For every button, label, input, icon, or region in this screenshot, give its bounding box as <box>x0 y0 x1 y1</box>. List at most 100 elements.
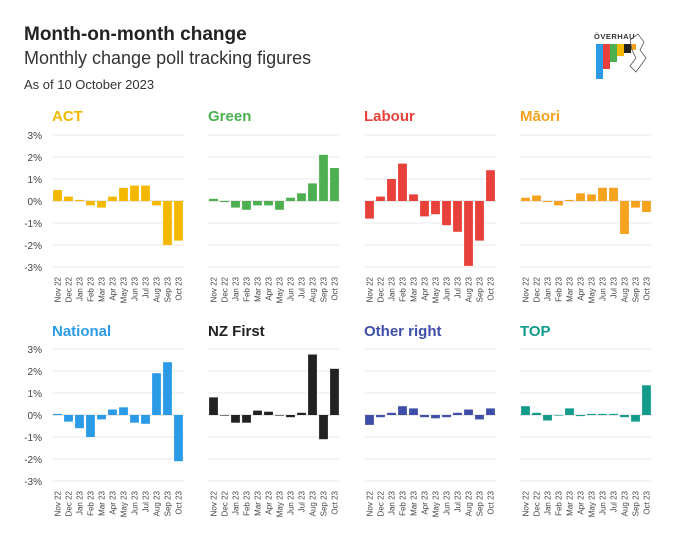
bar-act <box>130 185 139 201</box>
x-tick-label: Dec 22 <box>533 490 542 516</box>
bar-national <box>53 413 62 415</box>
x-tick-label: Feb 23 <box>399 276 408 301</box>
bar-act <box>119 187 128 201</box>
panel-title-labour: Labour <box>364 108 415 125</box>
bar-top <box>554 415 563 416</box>
bar-top <box>565 408 574 415</box>
bar-m-ori <box>620 201 629 234</box>
x-tick-label: Jun 23 <box>131 276 140 301</box>
x-tick-label: Nov 22 <box>210 490 219 516</box>
bar-green <box>286 197 295 201</box>
x-tick-label: Feb 23 <box>87 276 96 301</box>
x-tick-label: May 23 <box>588 490 597 517</box>
x-tick-label: Jul 23 <box>142 490 151 512</box>
bar-other-right <box>453 412 462 415</box>
bar-labour <box>420 201 429 217</box>
bar-national <box>130 415 139 423</box>
x-tick-label: Nov 22 <box>54 490 63 516</box>
as-of-date: As of 10 October 2023 <box>24 77 155 92</box>
x-tick-label: Jun 23 <box>287 276 296 301</box>
bar-green <box>264 201 273 206</box>
x-tick-label: Dec 22 <box>377 490 386 516</box>
y-tick-label: 1% <box>28 175 43 186</box>
x-tick-label: Aug 23 <box>621 490 630 516</box>
x-tick-label: Oct 23 <box>643 490 652 514</box>
bar-other-right <box>475 415 484 420</box>
x-tick-label: Mar 23 <box>254 490 263 515</box>
x-tick-label: Jan 23 <box>232 276 241 301</box>
bar-m-ori <box>609 187 618 201</box>
y-tick-label: 3% <box>28 345 43 356</box>
bar-national <box>174 415 183 462</box>
x-tick-label: Jul 23 <box>454 490 463 512</box>
x-tick-label: Jun 23 <box>287 490 296 515</box>
x-tick-label: May 23 <box>120 276 129 303</box>
x-tick-label: Oct 23 <box>175 276 184 300</box>
bar-green <box>308 183 317 201</box>
panel-title-national: National <box>52 323 111 340</box>
bar-other-right <box>420 415 429 418</box>
x-tick-label: Aug 23 <box>621 276 630 302</box>
bar-labour <box>442 201 451 226</box>
x-tick-label: Aug 23 <box>153 276 162 302</box>
x-tick-label: Dec 22 <box>221 490 230 516</box>
bar-nz-first <box>286 415 295 418</box>
x-tick-label: Jun 23 <box>599 490 608 515</box>
bar-top <box>543 415 552 421</box>
x-tick-label: Feb 23 <box>399 490 408 515</box>
x-tick-label: Mar 23 <box>254 276 263 301</box>
x-tick-label: Feb 23 <box>555 276 564 301</box>
x-tick-label: Sep 23 <box>164 276 173 302</box>
bar-m-ori <box>521 197 530 201</box>
x-tick-label: May 23 <box>432 276 441 303</box>
x-tick-label: Dec 22 <box>65 490 74 516</box>
y-tick-label: 2% <box>28 153 43 164</box>
x-tick-label: Jun 23 <box>131 490 140 515</box>
bar-other-right <box>409 408 418 415</box>
bar-m-ori <box>598 187 607 201</box>
logo-bar-green <box>610 44 617 62</box>
bar-top <box>587 413 596 415</box>
x-tick-label: Sep 23 <box>476 490 485 516</box>
bar-national <box>64 415 73 422</box>
x-tick-label: Jun 23 <box>443 276 452 301</box>
x-tick-label: Jun 23 <box>443 490 452 515</box>
bar-labour <box>486 170 495 201</box>
bar-act <box>75 199 84 201</box>
x-tick-label: Oct 23 <box>643 276 652 300</box>
bar-other-right <box>486 408 495 415</box>
x-tick-label: Feb 23 <box>243 276 252 301</box>
x-tick-label: Aug 23 <box>465 490 474 516</box>
page-subtitle: Monthly change poll tracking figures <box>24 48 312 68</box>
y-tick-label: 0% <box>28 197 43 208</box>
bar-top <box>620 415 629 418</box>
x-tick-label: Jul 23 <box>610 276 619 298</box>
x-tick-label: Mar 23 <box>566 276 575 301</box>
x-tick-label: Sep 23 <box>320 276 329 302</box>
logo-bar-black <box>624 44 631 53</box>
x-tick-label: Jan 23 <box>76 276 85 301</box>
bar-green <box>330 168 339 201</box>
bar-green <box>319 154 328 201</box>
x-tick-label: Sep 23 <box>320 490 329 516</box>
x-tick-label: Aug 23 <box>309 276 318 302</box>
x-tick-label: Apr 23 <box>265 276 274 300</box>
bar-nz-first <box>319 415 328 440</box>
x-tick-label: Nov 22 <box>366 276 375 302</box>
panel-title-top: TOP <box>520 323 551 340</box>
bar-other-right <box>442 415 451 418</box>
x-tick-label: Sep 23 <box>476 276 485 302</box>
x-tick-label: Sep 23 <box>632 276 641 302</box>
bar-green <box>209 198 218 201</box>
bar-top <box>521 406 530 415</box>
bar-green <box>275 201 284 210</box>
x-tick-label: Aug 23 <box>153 490 162 516</box>
x-tick-label: Nov 22 <box>210 276 219 302</box>
bar-top <box>631 415 640 422</box>
logo-bar-orange <box>631 44 636 50</box>
panel-title-act: ACT <box>52 108 83 125</box>
logo-text: ÖVERHAU <box>594 32 635 41</box>
bar-nz-first <box>253 410 262 415</box>
x-tick-label: Jan 23 <box>76 490 85 515</box>
logo-bar-yellow <box>617 44 624 56</box>
